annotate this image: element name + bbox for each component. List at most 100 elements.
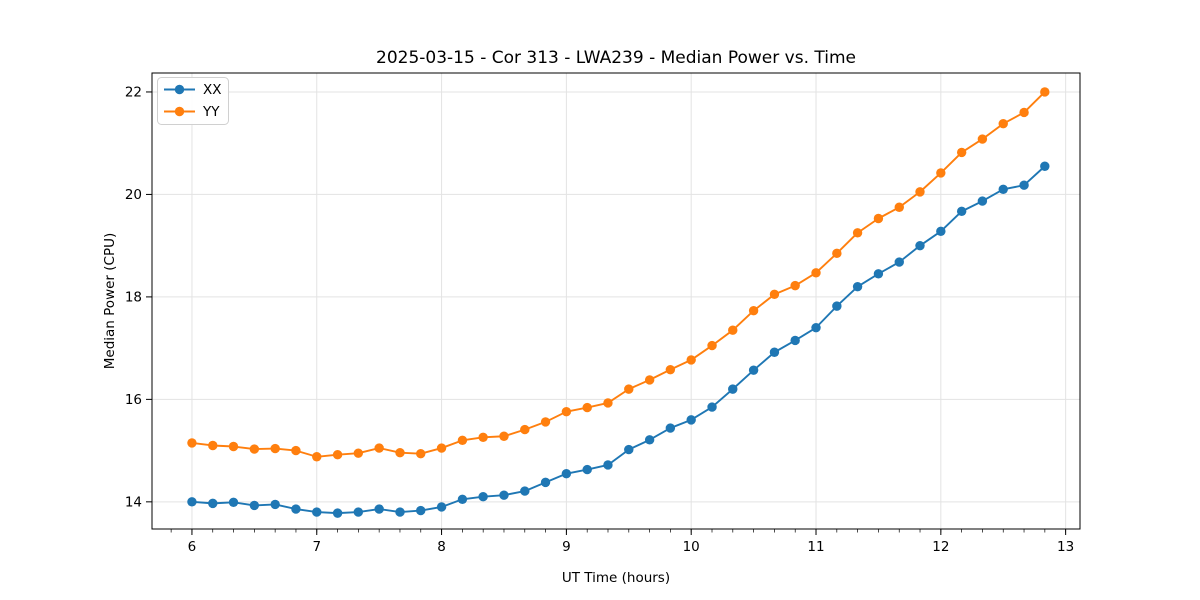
series-YY-marker [249, 444, 260, 454]
series-YY-marker [998, 119, 1008, 129]
series-XX-marker [894, 257, 904, 267]
legend-sample-marker-XX [174, 84, 185, 95]
series-XX-marker [187, 497, 197, 507]
y-tick-label-14: 14 [125, 494, 142, 510]
series-XX-marker [624, 444, 634, 455]
series-YY-marker [811, 268, 821, 278]
legend-item-XX: XX [164, 82, 222, 98]
series-YY-marker [624, 384, 634, 394]
series-YY-marker [790, 280, 800, 291]
series-XX-marker [395, 507, 405, 517]
legend-label-YY: YY [202, 104, 220, 120]
series-XX-marker [312, 507, 322, 517]
series-XX-marker [353, 507, 364, 517]
x-tick-label-8: 8 [437, 539, 446, 555]
x-tick-label-13: 13 [1057, 539, 1074, 555]
series-XX-marker [936, 226, 946, 237]
y-tick-label-16: 16 [125, 392, 142, 408]
series-YY-marker [291, 445, 301, 456]
series-YY-marker [832, 248, 842, 259]
series-YY-marker [936, 168, 946, 178]
series-YY-marker [873, 213, 884, 224]
x-tick-label-7: 7 [312, 539, 321, 555]
series-YY-marker [416, 448, 426, 459]
series-YY-marker [312, 452, 322, 462]
series-YY-marker [332, 450, 343, 460]
axis-ticks: 6 7 8 9 10 11 12 13 14 16 18 20 22 [125, 84, 1074, 555]
series-XX-marker [1019, 180, 1029, 190]
series-XX-marker [790, 335, 800, 346]
series-YY-marker [436, 443, 447, 453]
series-XX-marker [270, 499, 280, 510]
legend-label-XX: XX [203, 82, 222, 98]
series-XX-marker [1040, 161, 1050, 171]
series-XX [187, 161, 1050, 518]
series-XX-marker [332, 508, 343, 518]
series-XX-line [190, 165, 1046, 515]
series-XX-marker [540, 477, 551, 488]
series-YY [187, 87, 1050, 462]
y-tick-label-18: 18 [125, 289, 142, 305]
series-YY-marker [228, 441, 239, 452]
series-YY-line [190, 91, 1046, 458]
series-XX-marker [644, 435, 655, 445]
series-YY-marker [769, 289, 780, 300]
series-XX-marker [707, 402, 717, 412]
series-XX-marker [603, 460, 613, 470]
series-YY-marker [520, 424, 530, 435]
series-XX-marker [208, 498, 218, 509]
series-YY-marker [728, 325, 738, 335]
series-XX-marker [228, 497, 239, 508]
legend: XX YY [157, 77, 229, 125]
series-YY-marker [915, 187, 925, 197]
series-XX-marker [998, 184, 1008, 195]
x-tick-label-9: 9 [562, 539, 571, 555]
series-YY-marker [395, 447, 405, 458]
series-XX-marker [499, 490, 509, 500]
series-YY-marker [540, 417, 551, 427]
legend-item-YY: YY [164, 104, 220, 120]
grid [152, 73, 1080, 529]
series-XX-marker [478, 492, 488, 502]
series-XX-marker [665, 423, 676, 433]
x-tick-label-10: 10 [683, 539, 700, 555]
series-YY-marker [748, 306, 759, 316]
series-XX-marker [686, 415, 696, 425]
y-tick-label-20: 20 [125, 187, 142, 203]
y-tick-label-22: 22 [125, 84, 142, 100]
series-YY-marker [603, 398, 613, 408]
plot-border [151, 72, 1081, 530]
x-tick-label-12: 12 [932, 539, 949, 555]
series-YY-marker [561, 406, 572, 417]
series-YY-marker [478, 432, 488, 442]
series-YY-marker [644, 375, 655, 385]
series-XX-marker [873, 269, 884, 279]
series-XX-marker [520, 486, 530, 496]
series-YY-marker [270, 443, 280, 454]
series-XX-marker [915, 240, 925, 251]
series-XX-marker [291, 504, 301, 514]
series-XX-marker [436, 502, 447, 512]
series-XX-marker [249, 500, 260, 511]
series-XX-marker [977, 196, 988, 206]
series-YY-marker [894, 202, 904, 212]
series-YY-marker [499, 431, 509, 441]
series-XX-marker [416, 505, 426, 516]
series-XX-marker [811, 322, 821, 333]
series-YY-marker [1040, 87, 1050, 97]
y-axis-label: Median Power (CPU) [102, 232, 118, 370]
series-YY-marker [582, 402, 592, 413]
series-XX-marker [748, 365, 759, 375]
series-YY-marker [187, 438, 197, 448]
series-XX-marker [561, 468, 572, 479]
series-XX-marker [728, 384, 738, 394]
series-YY-marker [208, 440, 218, 451]
series-YY-marker [1019, 107, 1029, 118]
series-YY-marker [707, 340, 717, 351]
x-tick-label-6: 6 [188, 539, 197, 555]
series-XX-marker [769, 347, 780, 357]
series-XX-marker [852, 281, 863, 292]
series-XX-marker [832, 301, 842, 311]
